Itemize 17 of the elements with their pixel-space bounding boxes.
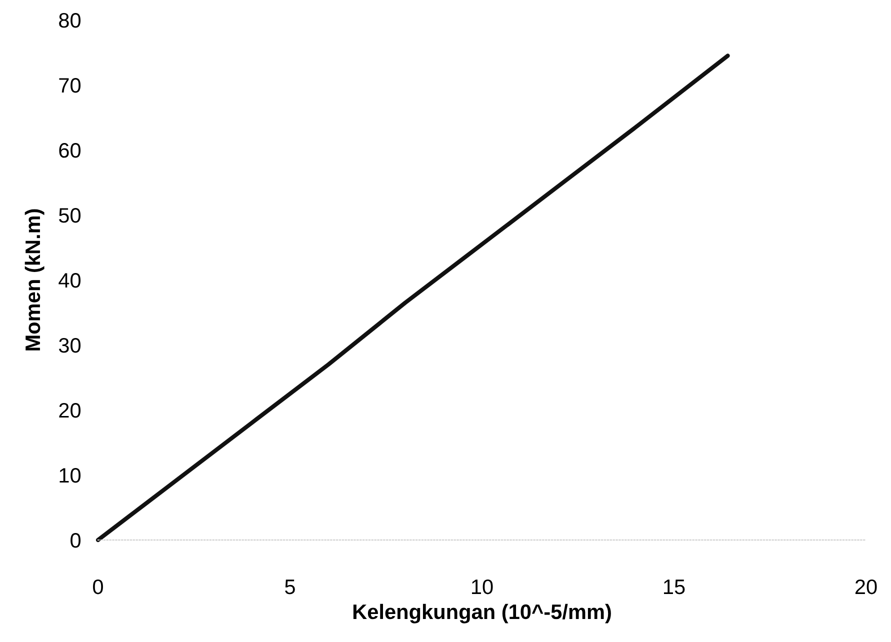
y-tick-label: 70	[59, 78, 81, 93]
x-axis-title: Kelengkungan (10^-5/mm)	[353, 604, 611, 624]
y-tick-label: 0	[70, 533, 81, 548]
y-tick-label: 60	[59, 143, 81, 158]
y-tick-label: 50	[58, 208, 81, 223]
y-tick-label: 30	[58, 338, 81, 353]
y-tick-label: 10	[60, 468, 81, 483]
x-tick-label: 0	[93, 579, 103, 594]
x-tick-label: 15	[664, 580, 685, 594]
x-tick-label: 5	[285, 580, 295, 594]
y-tick-label: 20	[59, 403, 81, 418]
line-series	[96, 54, 730, 542]
y-tick-label: 80	[59, 13, 81, 28]
x-tick-label: 20	[855, 579, 877, 594]
y-axis-title: Momen (kN.m)	[24, 209, 44, 350]
y-tick-label: 40	[58, 273, 81, 288]
x-tick-label: 10	[472, 579, 493, 594]
